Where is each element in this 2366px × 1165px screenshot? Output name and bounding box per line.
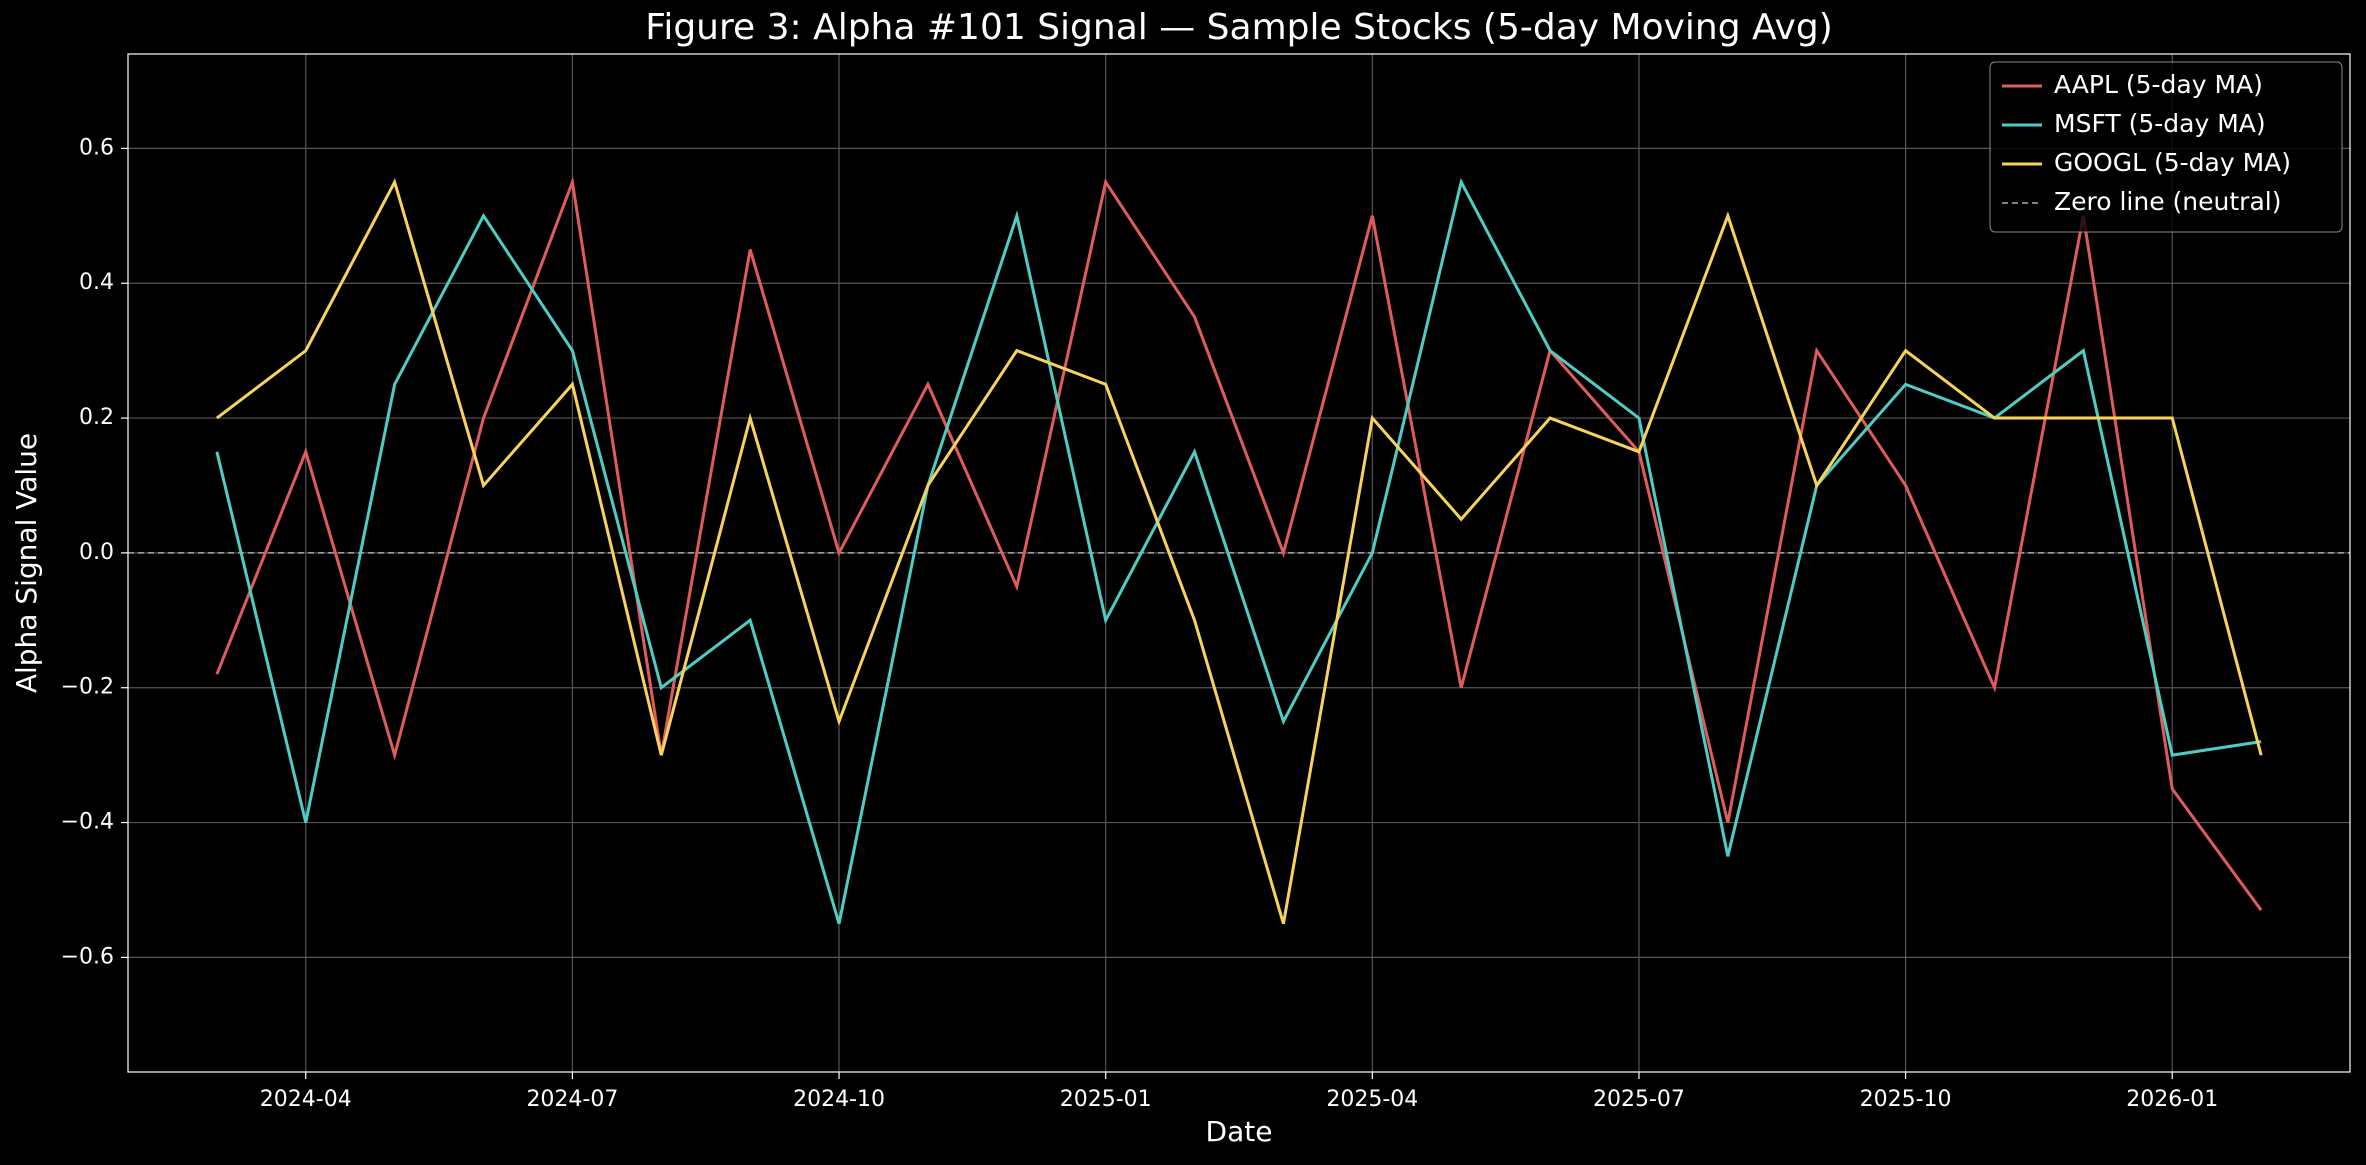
x-tick-label: 2024-04	[260, 1087, 352, 1112]
y-axis-label: Alpha Signal Value	[10, 433, 43, 693]
x-tick-label: 2025-04	[1326, 1087, 1418, 1112]
plot-frame	[127, 53, 2351, 1073]
y-tick-label: −0.2	[61, 675, 114, 700]
x-axis-label: Date	[1206, 1115, 1273, 1148]
legend-label: AAPL (5-day MA)	[2054, 70, 2263, 99]
y-tick-label: −0.6	[61, 944, 114, 969]
series-line	[215, 177, 2262, 925]
chart-title: Figure 3: Alpha #101 Signal — Sample Sto…	[645, 7, 1833, 48]
x-tick-label: 2024-07	[526, 1087, 618, 1112]
x-tick-label: 2025-10	[1860, 1087, 1952, 1112]
y-tick-label: 0.6	[79, 135, 114, 160]
x-tick-label: 2024-10	[793, 1087, 885, 1112]
y-tick-label: 0.0	[79, 540, 114, 565]
series-line	[215, 176, 2263, 912]
series-line	[215, 178, 2263, 925]
legend-label: Zero line (neutral)	[2054, 187, 2281, 216]
legend-label: MSFT (5-day MA)	[2054, 109, 2266, 138]
x-tick-label: 2026-01	[2126, 1087, 2218, 1112]
y-tick-label: −0.4	[61, 810, 114, 835]
x-tick-label: 2025-01	[1060, 1087, 1152, 1112]
x-tick-label: 2025-07	[1593, 1087, 1685, 1112]
y-tick-label: 0.2	[79, 405, 114, 430]
legend-label: GOOGL (5-day MA)	[2054, 148, 2291, 177]
y-tick-label: 0.4	[79, 270, 114, 295]
legend-box	[1989, 61, 2343, 233]
legend: AAPL (5-day MA) MSFT (5-day MA) GOOGL (5-d…	[1989, 61, 2343, 233]
